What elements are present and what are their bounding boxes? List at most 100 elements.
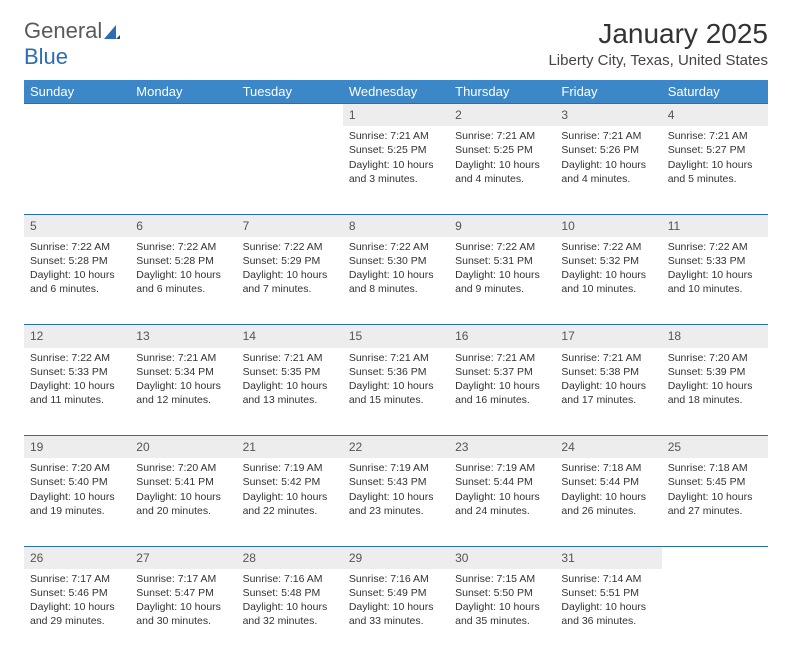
day-number-cell: 16 [449,325,555,348]
day-number-cell: 3 [555,104,661,127]
day-details: Sunrise: 7:20 AMSunset: 5:39 PMDaylight:… [662,348,768,414]
daylight-text: Daylight: 10 hours and 13 minutes. [243,379,337,407]
sunrise-text: Sunrise: 7:22 AM [455,240,549,254]
daylight-text: Daylight: 10 hours and 11 minutes. [30,379,124,407]
day-body-cell: Sunrise: 7:21 AMSunset: 5:25 PMDaylight:… [449,126,555,214]
day-body-cell: Sunrise: 7:21 AMSunset: 5:34 PMDaylight:… [130,348,236,436]
sunrise-text: Sunrise: 7:14 AM [561,572,655,586]
day-body-cell: Sunrise: 7:20 AMSunset: 5:40 PMDaylight:… [24,458,130,546]
sunrise-text: Sunrise: 7:21 AM [455,129,549,143]
day-number-cell: 20 [130,436,236,459]
day-body-cell: Sunrise: 7:19 AMSunset: 5:42 PMDaylight:… [237,458,343,546]
day-number-cell: 25 [662,436,768,459]
day-body-cell: Sunrise: 7:22 AMSunset: 5:29 PMDaylight:… [237,237,343,325]
sunrise-text: Sunrise: 7:15 AM [455,572,549,586]
day-body-cell: Sunrise: 7:22 AMSunset: 5:28 PMDaylight:… [24,237,130,325]
sunrise-text: Sunrise: 7:21 AM [561,129,655,143]
day-details: Sunrise: 7:22 AMSunset: 5:30 PMDaylight:… [343,237,449,303]
sunrise-text: Sunrise: 7:18 AM [561,461,655,475]
day-details: Sunrise: 7:21 AMSunset: 5:25 PMDaylight:… [449,126,555,192]
weekday-header-row: Sunday Monday Tuesday Wednesday Thursday… [24,80,768,104]
weekday-header: Thursday [449,80,555,104]
sunset-text: Sunset: 5:37 PM [455,365,549,379]
sunset-text: Sunset: 5:47 PM [136,586,230,600]
day-number-cell: 29 [343,546,449,569]
weekday-header: Sunday [24,80,130,104]
calendar-table: Sunday Monday Tuesday Wednesday Thursday… [24,80,768,657]
day-details: Sunrise: 7:17 AMSunset: 5:47 PMDaylight:… [130,569,236,635]
day-details: Sunrise: 7:22 AMSunset: 5:32 PMDaylight:… [555,237,661,303]
day-number-cell: 21 [237,436,343,459]
daylight-text: Daylight: 10 hours and 36 minutes. [561,600,655,628]
sunset-text: Sunset: 5:48 PM [243,586,337,600]
sunset-text: Sunset: 5:34 PM [136,365,230,379]
day-body-cell: Sunrise: 7:22 AMSunset: 5:30 PMDaylight:… [343,237,449,325]
sunset-text: Sunset: 5:38 PM [561,365,655,379]
day-details: Sunrise: 7:22 AMSunset: 5:33 PMDaylight:… [662,237,768,303]
day-body-cell [662,569,768,657]
sunrise-text: Sunrise: 7:21 AM [136,351,230,365]
day-number-cell: 23 [449,436,555,459]
day-body-cell: Sunrise: 7:19 AMSunset: 5:44 PMDaylight:… [449,458,555,546]
daylight-text: Daylight: 10 hours and 3 minutes. [349,158,443,186]
day-body-cell: Sunrise: 7:21 AMSunset: 5:27 PMDaylight:… [662,126,768,214]
daylight-text: Daylight: 10 hours and 29 minutes. [30,600,124,628]
sunrise-text: Sunrise: 7:16 AM [349,572,443,586]
sunrise-text: Sunrise: 7:20 AM [136,461,230,475]
weekday-header: Saturday [662,80,768,104]
title-block: January 2025 Liberty City, Texas, United… [548,18,768,69]
sunrise-text: Sunrise: 7:21 AM [349,351,443,365]
sunset-text: Sunset: 5:43 PM [349,475,443,489]
day-details: Sunrise: 7:18 AMSunset: 5:44 PMDaylight:… [555,458,661,524]
day-details: Sunrise: 7:19 AMSunset: 5:44 PMDaylight:… [449,458,555,524]
day-body-cell: Sunrise: 7:17 AMSunset: 5:46 PMDaylight:… [24,569,130,657]
brand-logo: GeneralBlue [24,18,122,70]
sunset-text: Sunset: 5:27 PM [668,143,762,157]
page-header: GeneralBlue January 2025 Liberty City, T… [24,18,768,70]
day-number-cell: 11 [662,214,768,237]
sunset-text: Sunset: 5:35 PM [243,365,337,379]
day-body-cell: Sunrise: 7:18 AMSunset: 5:45 PMDaylight:… [662,458,768,546]
sunset-text: Sunset: 5:25 PM [349,143,443,157]
daylight-text: Daylight: 10 hours and 6 minutes. [30,268,124,296]
day-body-cell: Sunrise: 7:21 AMSunset: 5:26 PMDaylight:… [555,126,661,214]
day-number-cell [130,104,236,127]
daylight-text: Daylight: 10 hours and 26 minutes. [561,490,655,518]
sunrise-text: Sunrise: 7:22 AM [349,240,443,254]
day-body-cell: Sunrise: 7:21 AMSunset: 5:37 PMDaylight:… [449,348,555,436]
sunset-text: Sunset: 5:44 PM [455,475,549,489]
weekday-header: Tuesday [237,80,343,104]
daylight-text: Daylight: 10 hours and 16 minutes. [455,379,549,407]
sunset-text: Sunset: 5:33 PM [30,365,124,379]
day-details: Sunrise: 7:21 AMSunset: 5:26 PMDaylight:… [555,126,661,192]
day-number-cell: 4 [662,104,768,127]
day-number-cell [237,104,343,127]
day-details: Sunrise: 7:21 AMSunset: 5:34 PMDaylight:… [130,348,236,414]
day-body-cell: Sunrise: 7:17 AMSunset: 5:47 PMDaylight:… [130,569,236,657]
day-body-cell [130,126,236,214]
sunset-text: Sunset: 5:33 PM [668,254,762,268]
day-body-cell: Sunrise: 7:21 AMSunset: 5:38 PMDaylight:… [555,348,661,436]
daylight-text: Daylight: 10 hours and 12 minutes. [136,379,230,407]
sunrise-text: Sunrise: 7:22 AM [561,240,655,254]
sunrise-text: Sunrise: 7:18 AM [668,461,762,475]
daylight-text: Daylight: 10 hours and 5 minutes. [668,158,762,186]
sunset-text: Sunset: 5:44 PM [561,475,655,489]
day-body-cell [24,126,130,214]
day-details: Sunrise: 7:22 AMSunset: 5:29 PMDaylight:… [237,237,343,303]
day-number-cell: 5 [24,214,130,237]
day-body-cell: Sunrise: 7:22 AMSunset: 5:33 PMDaylight:… [662,237,768,325]
daylight-text: Daylight: 10 hours and 18 minutes. [668,379,762,407]
day-body-cell: Sunrise: 7:15 AMSunset: 5:50 PMDaylight:… [449,569,555,657]
day-details: Sunrise: 7:21 AMSunset: 5:36 PMDaylight:… [343,348,449,414]
sunset-text: Sunset: 5:36 PM [349,365,443,379]
sunrise-text: Sunrise: 7:19 AM [243,461,337,475]
day-number-cell: 13 [130,325,236,348]
day-details: Sunrise: 7:22 AMSunset: 5:31 PMDaylight:… [449,237,555,303]
sunrise-text: Sunrise: 7:22 AM [30,240,124,254]
day-body-cell: Sunrise: 7:19 AMSunset: 5:43 PMDaylight:… [343,458,449,546]
brand-part2: Blue [24,44,68,69]
calendar-body: 1234Sunrise: 7:21 AMSunset: 5:25 PMDayli… [24,104,768,657]
week-row: Sunrise: 7:20 AMSunset: 5:40 PMDaylight:… [24,458,768,546]
day-number-cell: 17 [555,325,661,348]
